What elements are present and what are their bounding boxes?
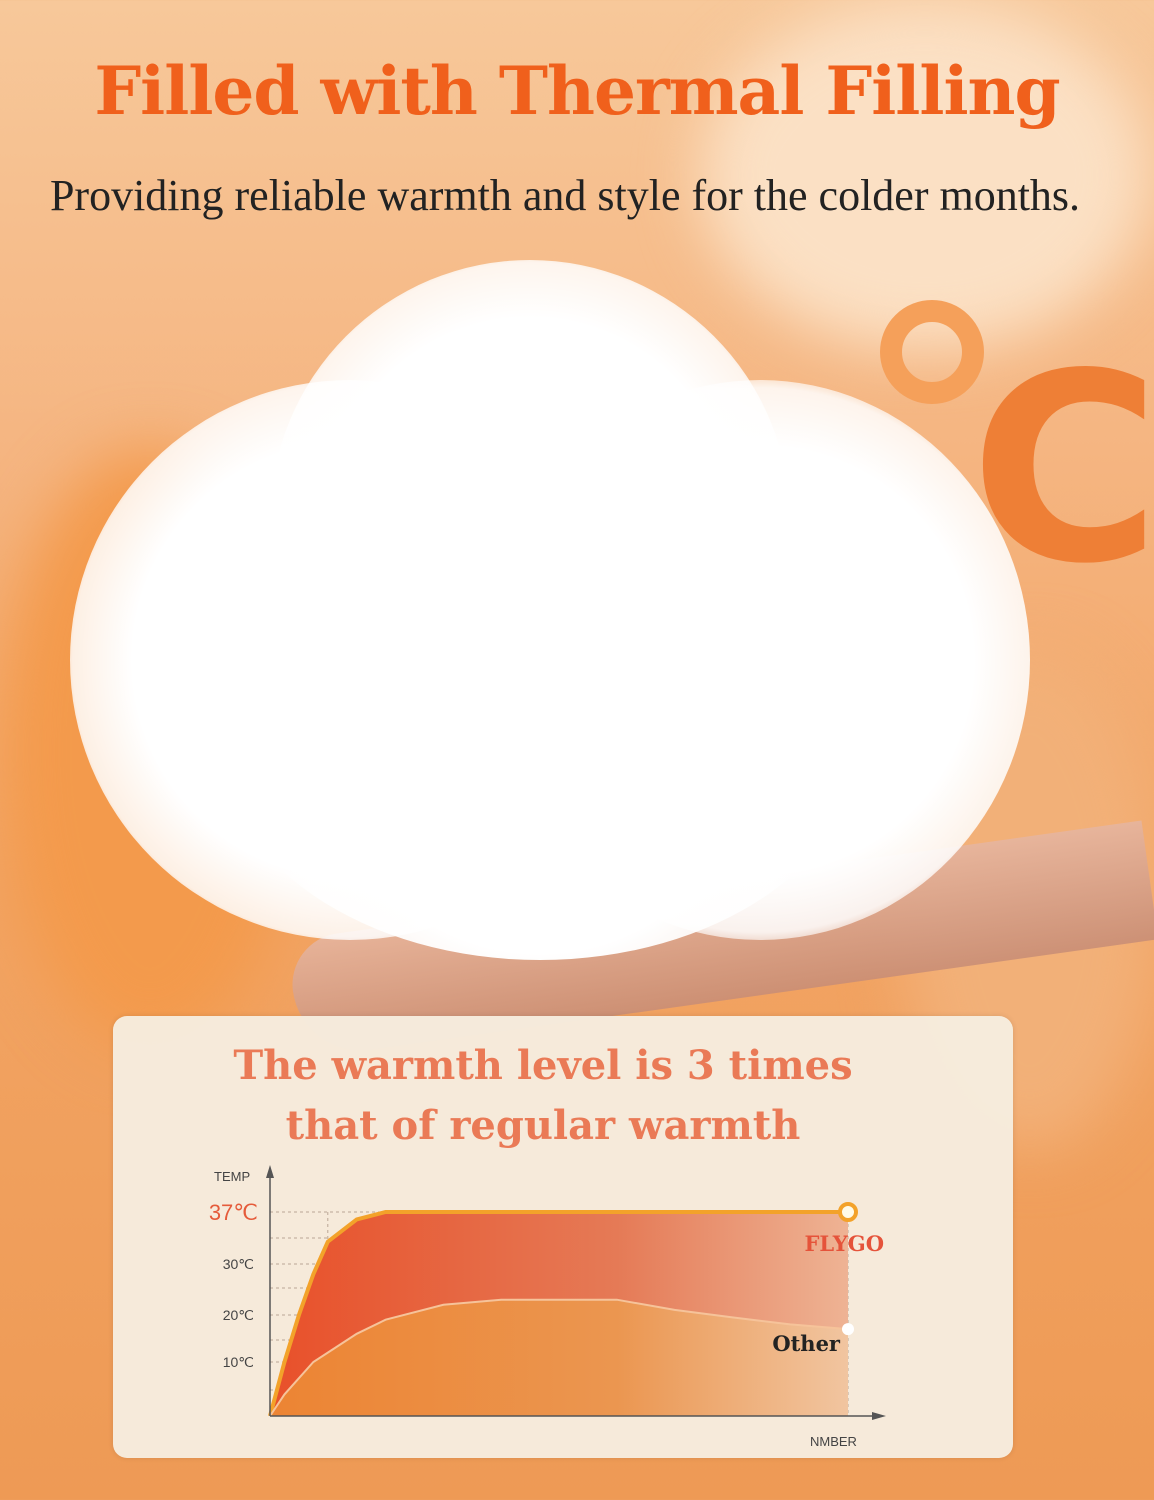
page-subtitle: Providing reliable warmth and style for … <box>49 171 1081 220</box>
x-axis-label: NMBER <box>810 1434 857 1449</box>
y-tick-label: 30℃ <box>223 1256 254 1272</box>
x-axis-arrow <box>872 1412 886 1420</box>
page-title: Filled with Thermal Filling <box>94 52 1060 130</box>
y-axis-arrow <box>266 1165 274 1178</box>
other-area <box>270 1299 848 1416</box>
other-line <box>269 1298 849 1417</box>
y-axis-label: TEMP <box>214 1169 250 1184</box>
flygo-line <box>268 1210 848 1417</box>
background-glow <box>700 0 1150 350</box>
series-label-other: Other <box>772 1331 841 1356</box>
y-tick-label: 20℃ <box>223 1307 254 1323</box>
series-label-flygo: FLYGO <box>804 1231 884 1256</box>
y-tick-label: 37℃ <box>209 1200 258 1225</box>
other-endpoint <box>842 1323 854 1336</box>
y-tick-label: 10℃ <box>223 1354 254 1370</box>
thermal-filling-image <box>70 260 1050 960</box>
chart-headline: The warmth level is 3 times that of regu… <box>233 1042 853 1149</box>
flygo-endpoint <box>838 1202 858 1222</box>
